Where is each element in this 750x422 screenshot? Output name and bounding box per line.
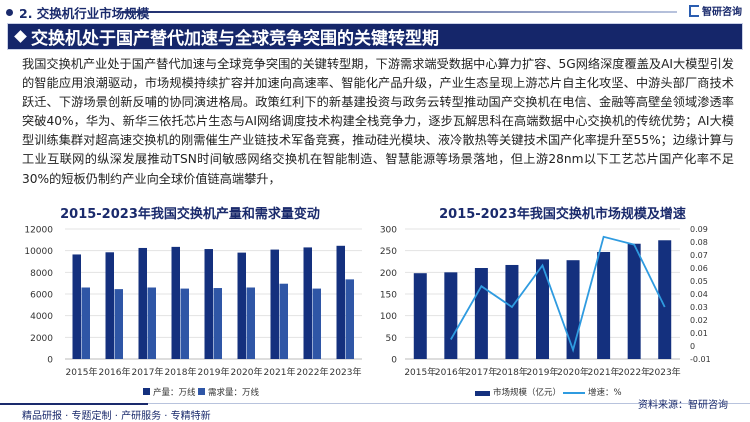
x-tick-label: 2021年 xyxy=(264,366,296,378)
y2-tick-label: 0.04 xyxy=(690,290,708,299)
bar-demand xyxy=(213,288,222,359)
footer-divider-light xyxy=(148,403,750,404)
bar-market-size xyxy=(566,260,580,359)
x-tick-label: 2015年 xyxy=(404,366,436,378)
y-tick-label: 6000 xyxy=(30,291,53,301)
bar-demand xyxy=(81,287,90,359)
bar-market-size xyxy=(597,251,611,359)
legend-label: 需求量：万线 xyxy=(208,387,260,398)
footer-divider xyxy=(0,403,148,405)
y2-tick-label: 0.01 xyxy=(690,329,708,338)
x-tick-label: 2020年 xyxy=(557,366,589,378)
y-tick-label: 0 xyxy=(47,356,53,366)
bar-production xyxy=(204,249,213,359)
bar-demand xyxy=(279,283,288,359)
bar-market-size xyxy=(474,268,488,359)
bar-production xyxy=(105,252,114,359)
legend-label: 市场规模（亿元） xyxy=(493,387,561,398)
page-title: 交换机处于国产替代加速与全球竞争突围的关键转型期 xyxy=(31,29,439,49)
y-tick-label: 200 xyxy=(380,269,397,279)
y2-tick-label: 0.07 xyxy=(690,251,708,260)
y-tick-label: 2000 xyxy=(30,334,53,344)
y2-tick-label: 0.06 xyxy=(690,264,708,273)
bar-production xyxy=(138,247,147,359)
y-tick-label: 50 xyxy=(386,334,398,344)
bullet-icon xyxy=(6,9,13,16)
y2-tick-label: 0.05 xyxy=(690,277,708,286)
x-tick-label: 2021年 xyxy=(588,366,620,378)
bar-market-size xyxy=(627,243,641,359)
chart1-title: 2015-2023年我国交换机产量和需求量变动 xyxy=(60,207,320,222)
bar-production xyxy=(237,252,246,359)
bar-market-size xyxy=(536,259,549,359)
bar-demand xyxy=(312,288,321,359)
title-bar: 交换机处于国产替代加速与全球竞争突围的关键转型期 xyxy=(7,23,743,50)
bar-demand xyxy=(180,288,189,359)
x-tick-label: 2017年 xyxy=(132,366,164,378)
y-tick-label: 8000 xyxy=(30,269,53,279)
legend-label: 产量：万线 xyxy=(153,387,196,398)
bar-production xyxy=(303,247,312,359)
y2-tick-label: 0 xyxy=(690,342,695,351)
x-tick-label: 2017年 xyxy=(465,366,497,378)
x-tick-label: 2018年 xyxy=(496,366,528,378)
y-tick-label: 10000 xyxy=(24,247,53,257)
bar-demand xyxy=(345,279,354,359)
y2-tick-label: 0.09 xyxy=(690,225,708,234)
bar-production xyxy=(171,246,180,359)
diamond-icon xyxy=(14,30,27,43)
bar-production xyxy=(72,254,81,359)
y-tick-label: 300 xyxy=(380,226,397,236)
brand-logo: 智研咨询 xyxy=(689,3,742,18)
y-tick-label: 0 xyxy=(391,356,397,366)
logo-icon xyxy=(689,4,699,17)
y2-tick-label: 0.08 xyxy=(690,238,708,247)
y-tick-label: 12000 xyxy=(24,226,53,236)
section-title: 2. 交换机行业市场规模 xyxy=(19,6,150,21)
legend-swatch xyxy=(198,388,205,395)
bar-demand xyxy=(114,289,123,359)
y-tick-label: 150 xyxy=(380,291,397,301)
header-divider xyxy=(122,11,677,13)
bar-market-size xyxy=(413,273,427,359)
y2-tick-label: 0.02 xyxy=(690,316,708,325)
x-tick-label: 2019年 xyxy=(527,366,559,378)
bar-market-size xyxy=(444,272,458,359)
y-tick-label: 250 xyxy=(380,247,397,257)
x-tick-label: 2015年 xyxy=(66,366,98,378)
x-tick-label: 2016年 xyxy=(435,366,467,378)
y-tick-label: 100 xyxy=(380,312,397,322)
bar-production xyxy=(336,245,345,359)
market-size-chart: 0 50 100 150 200 250 300 -0.01 0 0.01 0.02 0.03 0.04… xyxy=(380,225,711,398)
bar-demand xyxy=(147,287,156,359)
x-tick-label: 2018年 xyxy=(165,366,197,378)
footer-slogan: 精品研报 · 专题定制 · 产研服务 · 专精特新 xyxy=(22,411,211,422)
legend-swatch xyxy=(143,388,150,395)
bar-market-size xyxy=(658,240,672,359)
x-tick-label: 2023年 xyxy=(649,366,681,378)
y2-tick-label: 0.03 xyxy=(690,303,708,312)
growth-line xyxy=(450,235,666,353)
source-note: 资料来源：智研咨询 xyxy=(638,400,728,411)
x-tick-label: 2022年 xyxy=(618,366,650,378)
bar-production xyxy=(270,249,279,359)
x-tick-label: 2023年 xyxy=(330,366,362,378)
legend-swatch-bar xyxy=(475,391,490,396)
x-tick-label: 2019年 xyxy=(198,366,230,378)
y2-tick-label: -0.01 xyxy=(690,355,711,364)
body-paragraph: 我国交换机产业处于国产替代加速与全球竞争突围的关键转型期，下游需求端受数据中心算… xyxy=(22,57,734,186)
x-tick-label: 2022年 xyxy=(297,366,329,378)
legend-label: 增速：% xyxy=(588,387,622,398)
logo-text: 智研咨询 xyxy=(702,7,742,18)
section-heading: 2. 交换机行业市场规模 xyxy=(6,3,149,22)
x-tick-label: 2020年 xyxy=(231,366,263,378)
y-tick-label: 4000 xyxy=(30,312,53,322)
x-tick-label: 2016年 xyxy=(99,366,131,378)
bar-market-size xyxy=(505,264,519,359)
chart2-title: 2015-2023年我国交换机市场规模及增速 xyxy=(439,207,686,222)
bar-demand xyxy=(246,287,255,359)
